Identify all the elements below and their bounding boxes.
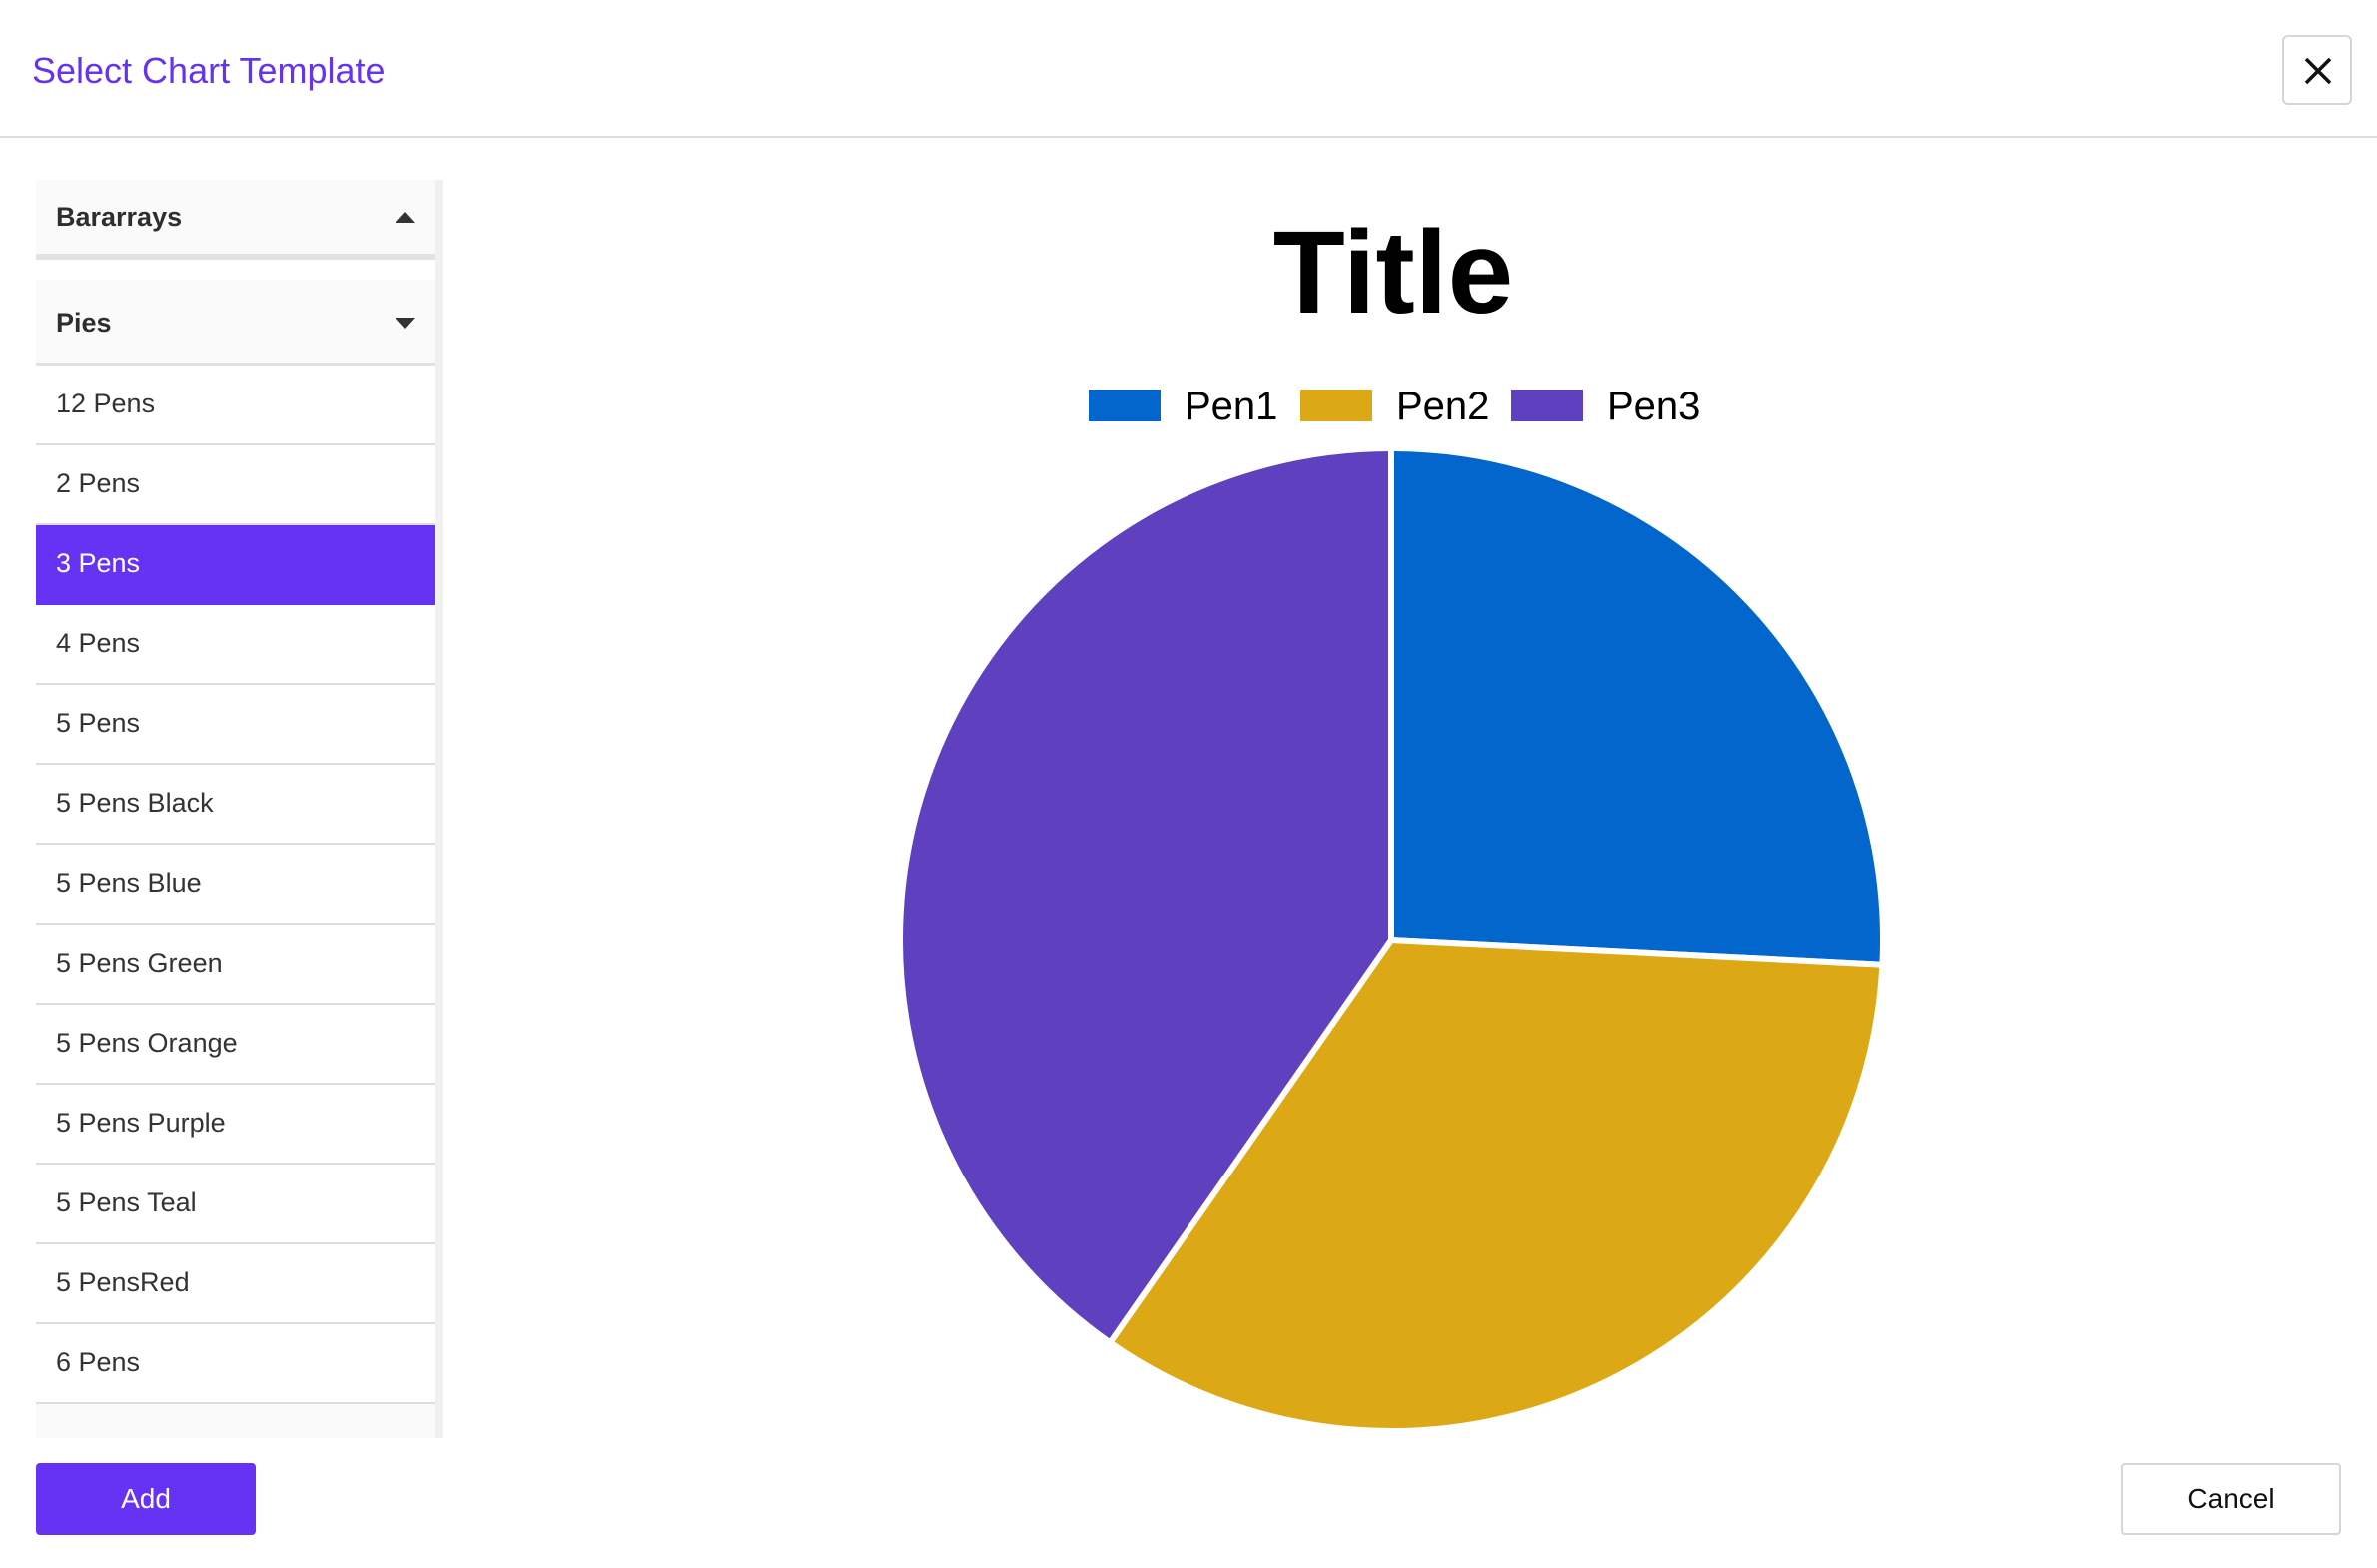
list-item-label: 5 Pens <box>56 708 141 738</box>
list-item-label: 5 PensRed <box>56 1267 190 1297</box>
list-item[interactable]: 6 Pens <box>36 1324 435 1404</box>
list-item-label: 5 Pens Purple <box>56 1108 226 1138</box>
add-button[interactable]: Add <box>36 1463 256 1535</box>
group-label: Bararrays <box>56 202 183 232</box>
close-icon <box>2304 57 2332 85</box>
sidebar-scrollbar[interactable] <box>435 180 443 1438</box>
close-button[interactable] <box>2282 35 2352 105</box>
list-item[interactable]: 5 Pens Green <box>36 925 435 1005</box>
legend-label: Pen3 <box>1607 385 1701 428</box>
template-list: Bararrays Pies 12 Pens 2 Pens 3 Pens 4 P… <box>36 180 435 1438</box>
list-item-label: 3 Pens <box>56 548 141 578</box>
list-item[interactable]: 5 Pens <box>36 685 435 765</box>
pie-slice-pen2 <box>1107 937 1886 1434</box>
caret-up-icon <box>396 212 415 223</box>
list-item-label: 4 Pens <box>56 628 141 658</box>
legend-label: Pen1 <box>1185 385 1278 428</box>
list-item-label: 5 Pens Orange <box>56 1028 238 1058</box>
list-item-label: 12 Pens <box>56 389 156 418</box>
list-item-label: 6 Pens <box>56 1347 141 1377</box>
cancel-button[interactable]: Cancel <box>2121 1463 2341 1535</box>
pie-slice-pen1 <box>1388 445 1886 968</box>
chart-preview: Title Pen1 Pen2 Pen3 <box>449 150 2337 1438</box>
list-item[interactable]: 5 Pens Blue <box>36 845 435 925</box>
chart-legend: Pen1 Pen2 Pen3 <box>449 382 2337 431</box>
legend-label: Pen2 <box>1396 385 1490 428</box>
list-item[interactable]: 5 Pens Teal <box>36 1165 435 1244</box>
list-item[interactable]: 4 Pens <box>36 605 435 685</box>
pie-chart <box>897 445 1886 1434</box>
group-pies[interactable]: Pies <box>36 280 435 366</box>
legend-swatch <box>1300 390 1372 421</box>
list-item-label: 5 Pens Blue <box>56 868 202 898</box>
list-item[interactable]: 5 Pens Orange <box>36 1005 435 1085</box>
list-item[interactable]: 5 PensRed <box>36 1244 435 1324</box>
group-bararrays[interactable]: Bararrays <box>36 180 435 260</box>
legend-swatch <box>1511 390 1583 421</box>
list-item[interactable]: 12 Pens <box>36 366 435 445</box>
list-overflow <box>36 1404 435 1438</box>
list-item-label: 5 Pens Teal <box>56 1187 197 1217</box>
chart-title: Title <box>1272 207 1514 339</box>
list-item-label: 5 Pens Black <box>56 788 214 818</box>
dialog-title: Select Chart Template <box>32 50 386 91</box>
list-item[interactable]: 5 Pens Purple <box>36 1085 435 1165</box>
list-item-label: 5 Pens Green <box>56 948 223 978</box>
pie-slice-pen3 <box>897 445 1394 1346</box>
dialog-header: Select Chart Template <box>0 0 2377 138</box>
caret-down-icon <box>396 318 415 329</box>
group-label: Pies <box>56 308 112 338</box>
list-item-label: 2 Pens <box>56 468 141 498</box>
list-item-selected[interactable]: 3 Pens <box>36 525 435 605</box>
legend-swatch <box>1089 390 1161 421</box>
list-item[interactable]: 5 Pens Black <box>36 765 435 845</box>
list-item[interactable]: 2 Pens <box>36 445 435 525</box>
